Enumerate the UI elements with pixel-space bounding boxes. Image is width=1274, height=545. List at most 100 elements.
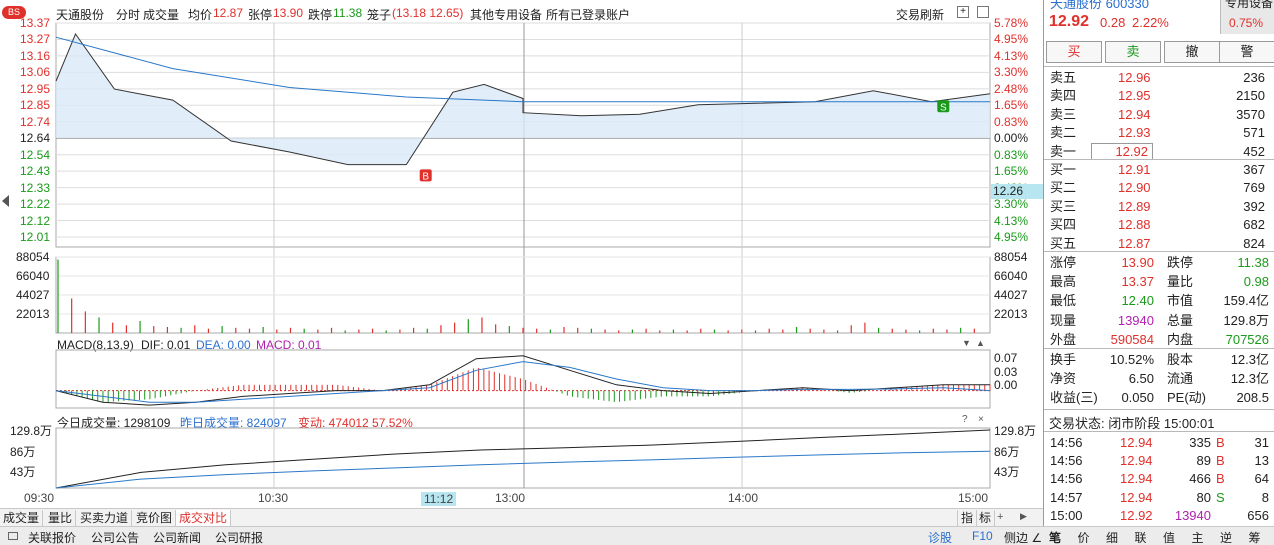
- stat-value: 11.38: [1237, 255, 1269, 270]
- dropdown-icon[interactable]: ▼: [962, 338, 971, 348]
- stats-row: 最低 12.40 市值 159.4亿: [1044, 292, 1274, 310]
- stats2-row: 收益(三) 0.050 PE(动) 208.5: [1044, 389, 1274, 407]
- ask-label: 卖五: [1050, 70, 1077, 85]
- right-panel-tab[interactable]: 值: [1163, 531, 1176, 545]
- f10-link[interactable]: F10: [972, 529, 993, 543]
- ask-label: 卖一: [1050, 143, 1077, 159]
- window-icon[interactable]: [977, 6, 989, 18]
- help-icon[interactable]: ?: [962, 414, 968, 425]
- sector-box[interactable]: 专用设备 0.75%: [1220, 0, 1274, 34]
- current-price-tag: 12.26: [991, 184, 1043, 199]
- tick-price: 12.92: [1120, 507, 1153, 523]
- stat-label: 量比: [1167, 274, 1194, 290]
- price-tick-right: 0.00%: [994, 131, 1029, 146]
- cancel-order-button[interactable]: 撤: [1164, 41, 1220, 63]
- ask-row: 卖四 12.95 2150: [1044, 87, 1274, 105]
- stat-label: 跌停: [1167, 255, 1194, 270]
- tab-volume-bottom[interactable]: 成交量: [0, 510, 44, 526]
- right-panel-tab[interactable]: 笔: [1049, 531, 1062, 545]
- limit-up-value: 13.90: [273, 6, 304, 20]
- right-panel-tab[interactable]: 细: [1106, 531, 1119, 545]
- tab-volume-compare[interactable]: 成交对比: [176, 510, 232, 526]
- price-tick-left: 12.33: [20, 180, 51, 195]
- buy-button[interactable]: 买: [1046, 41, 1102, 63]
- status-announcements[interactable]: 公司公告: [91, 531, 140, 545]
- sell-marker-label: S: [940, 102, 947, 113]
- dropdown-icon-2[interactable]: ▲: [976, 338, 985, 348]
- side-toggle[interactable]: 侧边 ∠: [1004, 531, 1043, 545]
- price-tick-left: 12.85: [20, 98, 51, 113]
- bid-label: 买一: [1050, 162, 1077, 177]
- accounts-text[interactable]: 所有已登录账户: [546, 8, 631, 22]
- compare-tick-left: 86万: [10, 445, 36, 459]
- collapse-arrow-icon[interactable]: [2, 195, 9, 207]
- stat-label: 收益(三): [1050, 390, 1098, 406]
- refresh-button[interactable]: 交易刷新: [896, 8, 945, 22]
- stat-value: 129.8万: [1223, 312, 1269, 328]
- tick-side: B: [1216, 471, 1225, 487]
- tick-price: 12.94: [1120, 471, 1153, 487]
- tab-auction-chart[interactable]: 竞价图: [133, 510, 177, 526]
- ask-price: 12.96: [1118, 70, 1151, 85]
- ask-label: 卖四: [1050, 88, 1077, 104]
- bid-row: 买三 12.89 392: [1044, 198, 1274, 216]
- sector-name: 专用设备: [1225, 0, 1274, 10]
- plus-icon[interactable]: +: [957, 6, 969, 18]
- price-tick-right: 0.83%: [994, 147, 1029, 162]
- price-tick-right: 4.95%: [994, 32, 1029, 47]
- tick-count: 656: [1247, 507, 1269, 523]
- scroll-left-icon[interactable]: +: [997, 511, 1004, 523]
- device-text[interactable]: 其他专用设备: [470, 8, 543, 22]
- tab-indicator-2[interactable]: 标: [976, 510, 996, 526]
- bid-price: 12.88: [1118, 217, 1151, 233]
- stat-label: 最低: [1050, 293, 1077, 309]
- status-related-quotes[interactable]: 关联报价: [28, 531, 77, 545]
- right-panel-tab[interactable]: 筹: [1248, 531, 1261, 545]
- indicator-tabbar: 成交量 量比 买卖力道 竞价图 成交对比 指 标 + ▶: [0, 508, 1043, 526]
- bs-badge[interactable]: BS: [2, 6, 26, 19]
- right-panel-tab[interactable]: 联: [1134, 531, 1147, 545]
- diagnose-link[interactable]: 诊股: [928, 531, 953, 545]
- stat-value: 707526: [1225, 331, 1269, 347]
- volume-tick-left: 66040: [16, 269, 50, 283]
- chart-canvas[interactable]: BS: [0, 0, 1043, 508]
- close-icon[interactable]: ×: [978, 414, 984, 425]
- status-research[interactable]: 公司研报: [215, 531, 264, 545]
- tab-fenshi[interactable]: 分时: [116, 8, 141, 22]
- tab-buy-sell-force[interactable]: 买卖力道: [77, 510, 133, 526]
- quote-panel: 天通股份 600330 专用设备 0.75% 12.92 0.28 2.22% …: [1043, 0, 1274, 526]
- price-change: 0.28: [1100, 15, 1126, 30]
- buy-marker: [419, 169, 432, 182]
- panel-frame: [55, 427, 991, 489]
- ask-row: 卖三 12.94 3570: [1044, 106, 1274, 124]
- stat-label: 涨停: [1050, 255, 1077, 270]
- tab-indicator-1[interactable]: 指: [957, 510, 978, 526]
- tick-side: B: [1216, 453, 1225, 469]
- sell-button[interactable]: 卖: [1105, 41, 1161, 63]
- chart-area[interactable]: BS 天通股份 分时 成交量 均价 12.87 张停 13.90 跌停 11.3…: [0, 0, 1043, 508]
- cage-label: 笼子: [367, 8, 392, 22]
- ask-row: 卖一 12.92 452: [1044, 142, 1274, 161]
- stat-label: PE(动): [1167, 390, 1207, 406]
- window-toggle-icon[interactable]: [8, 532, 18, 540]
- today-volume: 今日成交量: 1298109: [57, 416, 171, 430]
- price-tick-left: 12.43: [20, 164, 51, 179]
- alert-button[interactable]: 警: [1219, 41, 1274, 63]
- right-panel-tab[interactable]: 逆: [1220, 531, 1233, 545]
- stat-label: 外盘: [1050, 331, 1077, 347]
- price-tick-right: 4.13%: [994, 213, 1029, 228]
- tab-volume[interactable]: 成交量: [143, 8, 180, 22]
- price-tick-left: 12.12: [20, 213, 51, 228]
- ask-label: 卖三: [1050, 106, 1077, 122]
- stat-value: 12.3亿: [1230, 352, 1269, 367]
- stat-value: 159.4亿: [1223, 293, 1269, 309]
- bid-volume: 682: [1243, 217, 1265, 233]
- tab-volume-ratio[interactable]: 量比: [45, 510, 77, 526]
- time-tick: 09:30: [24, 491, 55, 505]
- right-panel-tab[interactable]: 主: [1191, 531, 1204, 545]
- right-panel-tab[interactable]: 价: [1077, 531, 1090, 545]
- scroll-right-icon[interactable]: ▶: [1020, 511, 1027, 521]
- status-news[interactable]: 公司新闻: [153, 531, 202, 545]
- price-tick-left: 13.37: [20, 16, 51, 30]
- price-tick-left: 13.06: [20, 65, 51, 80]
